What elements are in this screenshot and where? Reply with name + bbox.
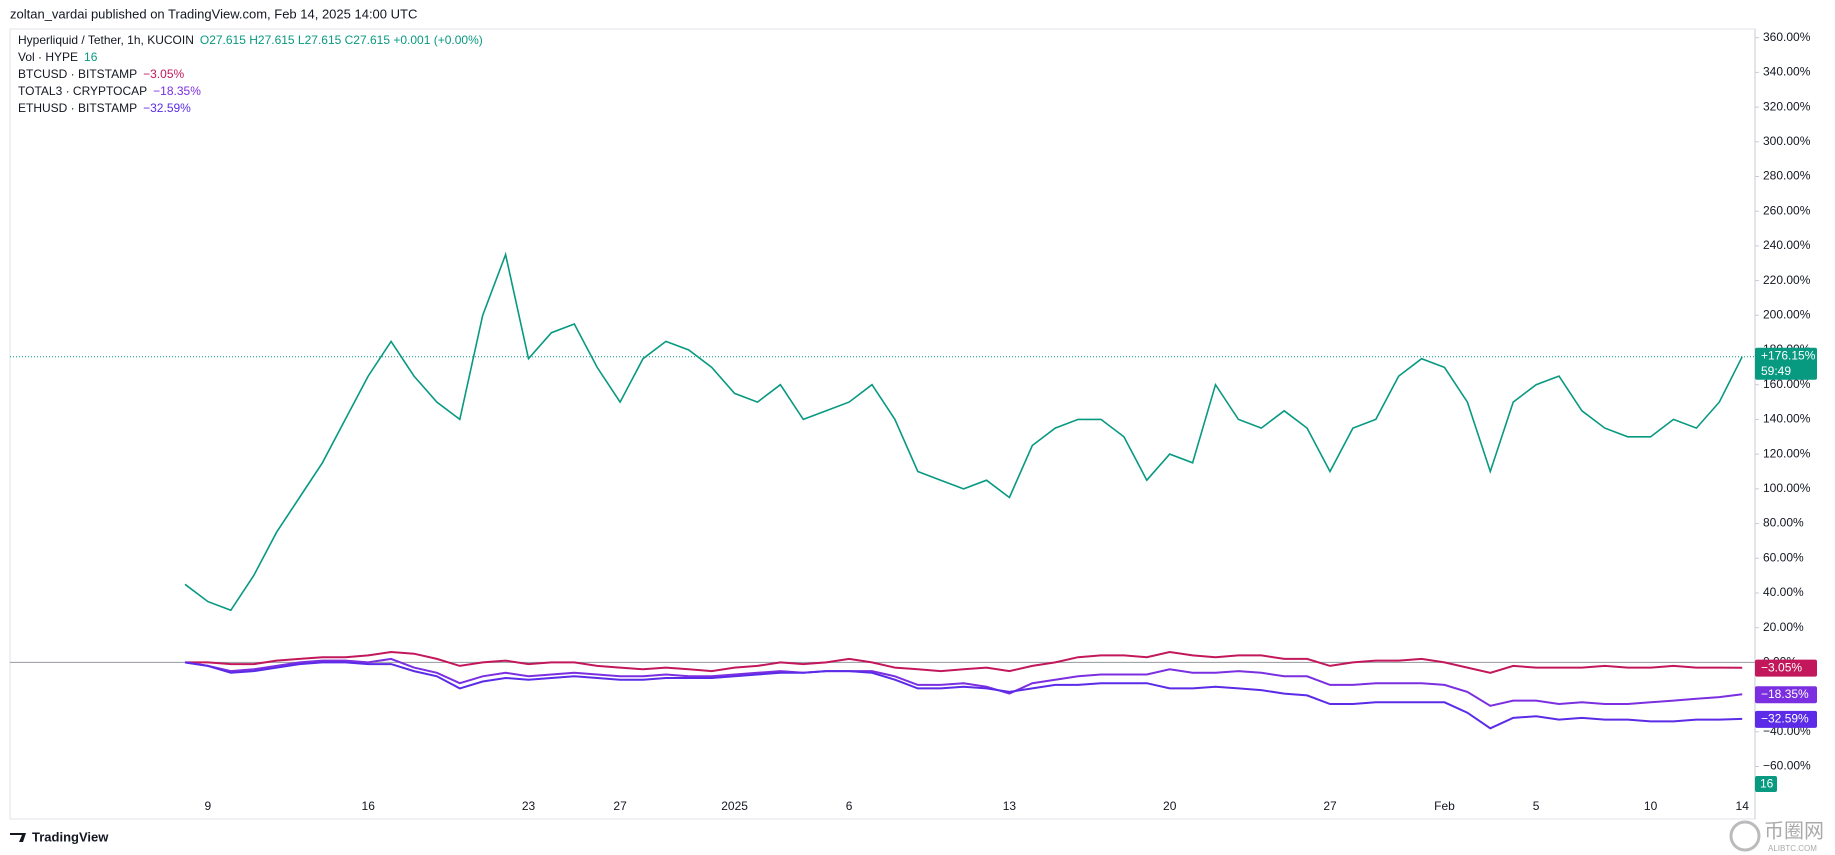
y-tick-label: 100.00% — [1763, 481, 1811, 495]
logo-mark — [10, 833, 26, 842]
last-value-label: −18.35% — [1761, 687, 1809, 701]
legend-name: Hyperliquid / Tether, 1h, KUCOIN — [18, 33, 194, 47]
last-value-label: −3.05% — [1761, 660, 1802, 674]
y-tick-label: 220.00% — [1763, 273, 1811, 287]
y-tick-label: 60.00% — [1763, 550, 1804, 564]
publisher: zoltan_vardai published on TradingView.c… — [10, 6, 417, 21]
x-tick-label: Feb — [1434, 799, 1455, 813]
legend-value: −3.05% — [143, 67, 184, 81]
series-line — [184, 661, 1743, 730]
last-value-box — [1755, 710, 1817, 728]
volume-value: 16 — [1760, 777, 1774, 791]
y-tick-label: 360.00% — [1763, 30, 1811, 44]
last-value-box — [1755, 659, 1817, 677]
y-tick-label: 20.00% — [1763, 620, 1804, 634]
x-tick-label: 6 — [846, 799, 853, 813]
legend-name: TOTAL3 · CRYPTOCAP — [18, 84, 147, 98]
last-value-box — [1755, 686, 1817, 704]
volume-box — [1755, 776, 1777, 792]
legend-value: −18.35% — [153, 84, 201, 98]
y-tick-label: 240.00% — [1763, 238, 1811, 252]
y-tick-label: 340.00% — [1763, 65, 1811, 79]
y-tick-label: 140.00% — [1763, 412, 1811, 426]
x-tick-label: 23 — [522, 799, 536, 813]
x-tick-label: 27 — [613, 799, 627, 813]
series-line — [184, 657, 1743, 707]
legend-name: Vol · HYPE — [18, 50, 78, 64]
x-tick-label: 13 — [1003, 799, 1017, 813]
x-tick-label: 5 — [1533, 799, 1540, 813]
y-tick-label: 160.00% — [1763, 377, 1811, 391]
series-line — [184, 251, 1743, 612]
brand: TradingView — [32, 829, 109, 844]
legend-name: BTCUSD · BITSTAMP — [18, 67, 137, 81]
last-value-label: −32.59% — [1761, 712, 1809, 726]
y-tick-label: 320.00% — [1763, 99, 1811, 113]
y-tick-label: 280.00% — [1763, 169, 1811, 183]
x-tick-label: 14 — [1736, 799, 1750, 813]
y-tick-label: 300.00% — [1763, 134, 1811, 148]
x-tick-label: 27 — [1323, 799, 1337, 813]
watermark: 币圈网 — [1764, 819, 1824, 842]
x-tick-label: 16 — [362, 799, 376, 813]
x-tick-label: 9 — [205, 799, 212, 813]
y-tick-label: 80.00% — [1763, 516, 1804, 530]
legend-name: ETHUSD · BITSTAMP — [18, 101, 137, 115]
x-tick-label: 20 — [1163, 799, 1177, 813]
last-value-label: +176.15% — [1761, 348, 1816, 362]
countdown: 59:49 — [1761, 364, 1791, 378]
watermark-icon — [1729, 820, 1761, 852]
series-line — [185, 650, 1743, 674]
x-tick-label: 10 — [1644, 799, 1658, 813]
y-tick-label: 200.00% — [1763, 307, 1811, 321]
legend-ohlc: O27.615 H27.615 L27.615 C27.615 +0.001 (… — [200, 33, 483, 47]
watermark-sub: ALIBTC.COM — [1768, 844, 1817, 853]
legend-volume: 16 — [84, 50, 98, 64]
plot-frame — [9, 28, 1756, 820]
y-tick-label: 40.00% — [1763, 585, 1804, 599]
x-tick-label: 2025 — [721, 799, 748, 813]
y-tick-label: 120.00% — [1763, 446, 1811, 460]
y-tick-label: 260.00% — [1763, 203, 1811, 217]
legend-value: −32.59% — [143, 101, 191, 115]
last-value-box — [1755, 347, 1817, 380]
y-tick-label: −60.00% — [1763, 759, 1811, 773]
